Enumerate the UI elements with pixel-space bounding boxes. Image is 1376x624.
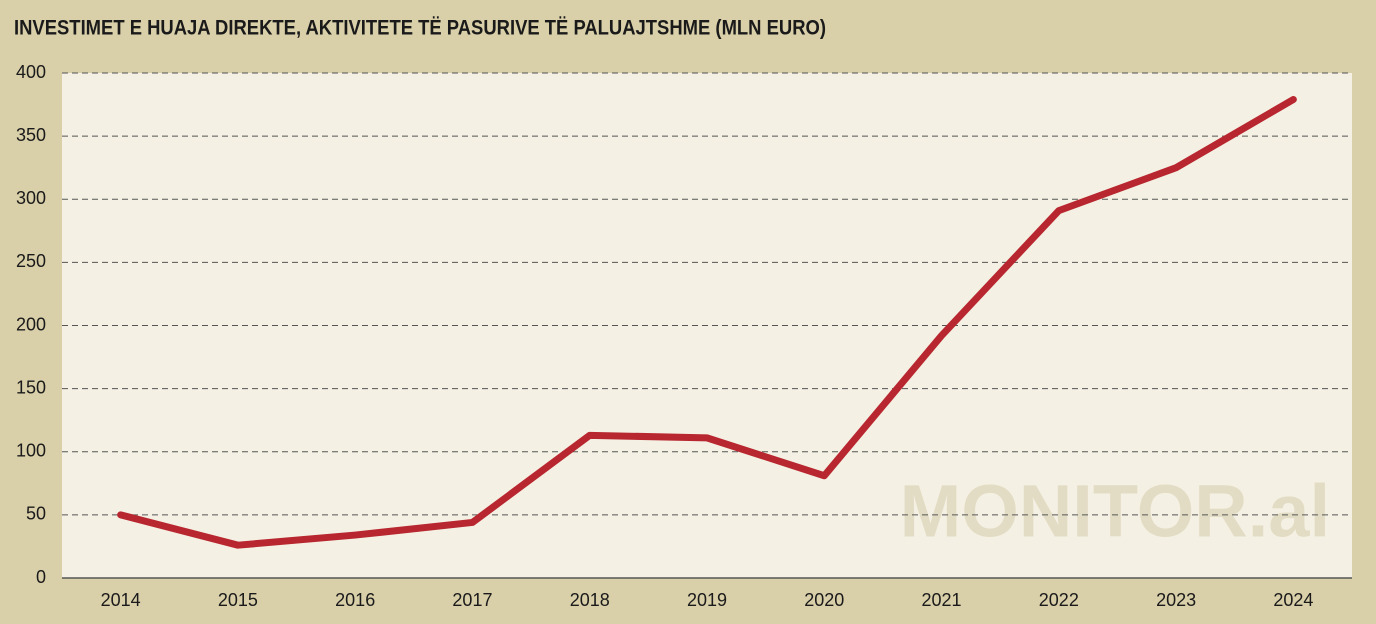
x-tick-label: 2019	[687, 590, 727, 610]
y-tick-label: 50	[26, 504, 46, 524]
x-tick-label: 2017	[452, 590, 492, 610]
y-tick-label: 350	[16, 125, 46, 145]
x-tick-label: 2022	[1039, 590, 1079, 610]
y-tick-label: 0	[36, 567, 46, 587]
x-tick-label: 2014	[101, 590, 141, 610]
y-tick-label: 150	[16, 377, 46, 397]
y-tick-label: 100	[16, 441, 46, 461]
x-tick-label: 2023	[1156, 590, 1196, 610]
x-tick-label: 2020	[804, 590, 844, 610]
x-tick-label: 2021	[922, 590, 962, 610]
chart-title: INVESTIMET E HUAJA DIREKTE, AKTIVITETE T…	[14, 17, 826, 40]
x-tick-label: 2015	[218, 590, 258, 610]
y-tick-label: 300	[16, 188, 46, 208]
x-tick-label: 2018	[570, 590, 610, 610]
y-tick-label: 250	[16, 251, 46, 271]
x-tick-label: 2016	[335, 590, 375, 610]
watermark: MONITOR.al	[900, 470, 1330, 553]
x-tick-label: 2024	[1273, 590, 1313, 610]
y-tick-label: 200	[16, 314, 46, 334]
data-line	[117, 96, 1297, 549]
y-tick-label: 400	[16, 62, 46, 82]
